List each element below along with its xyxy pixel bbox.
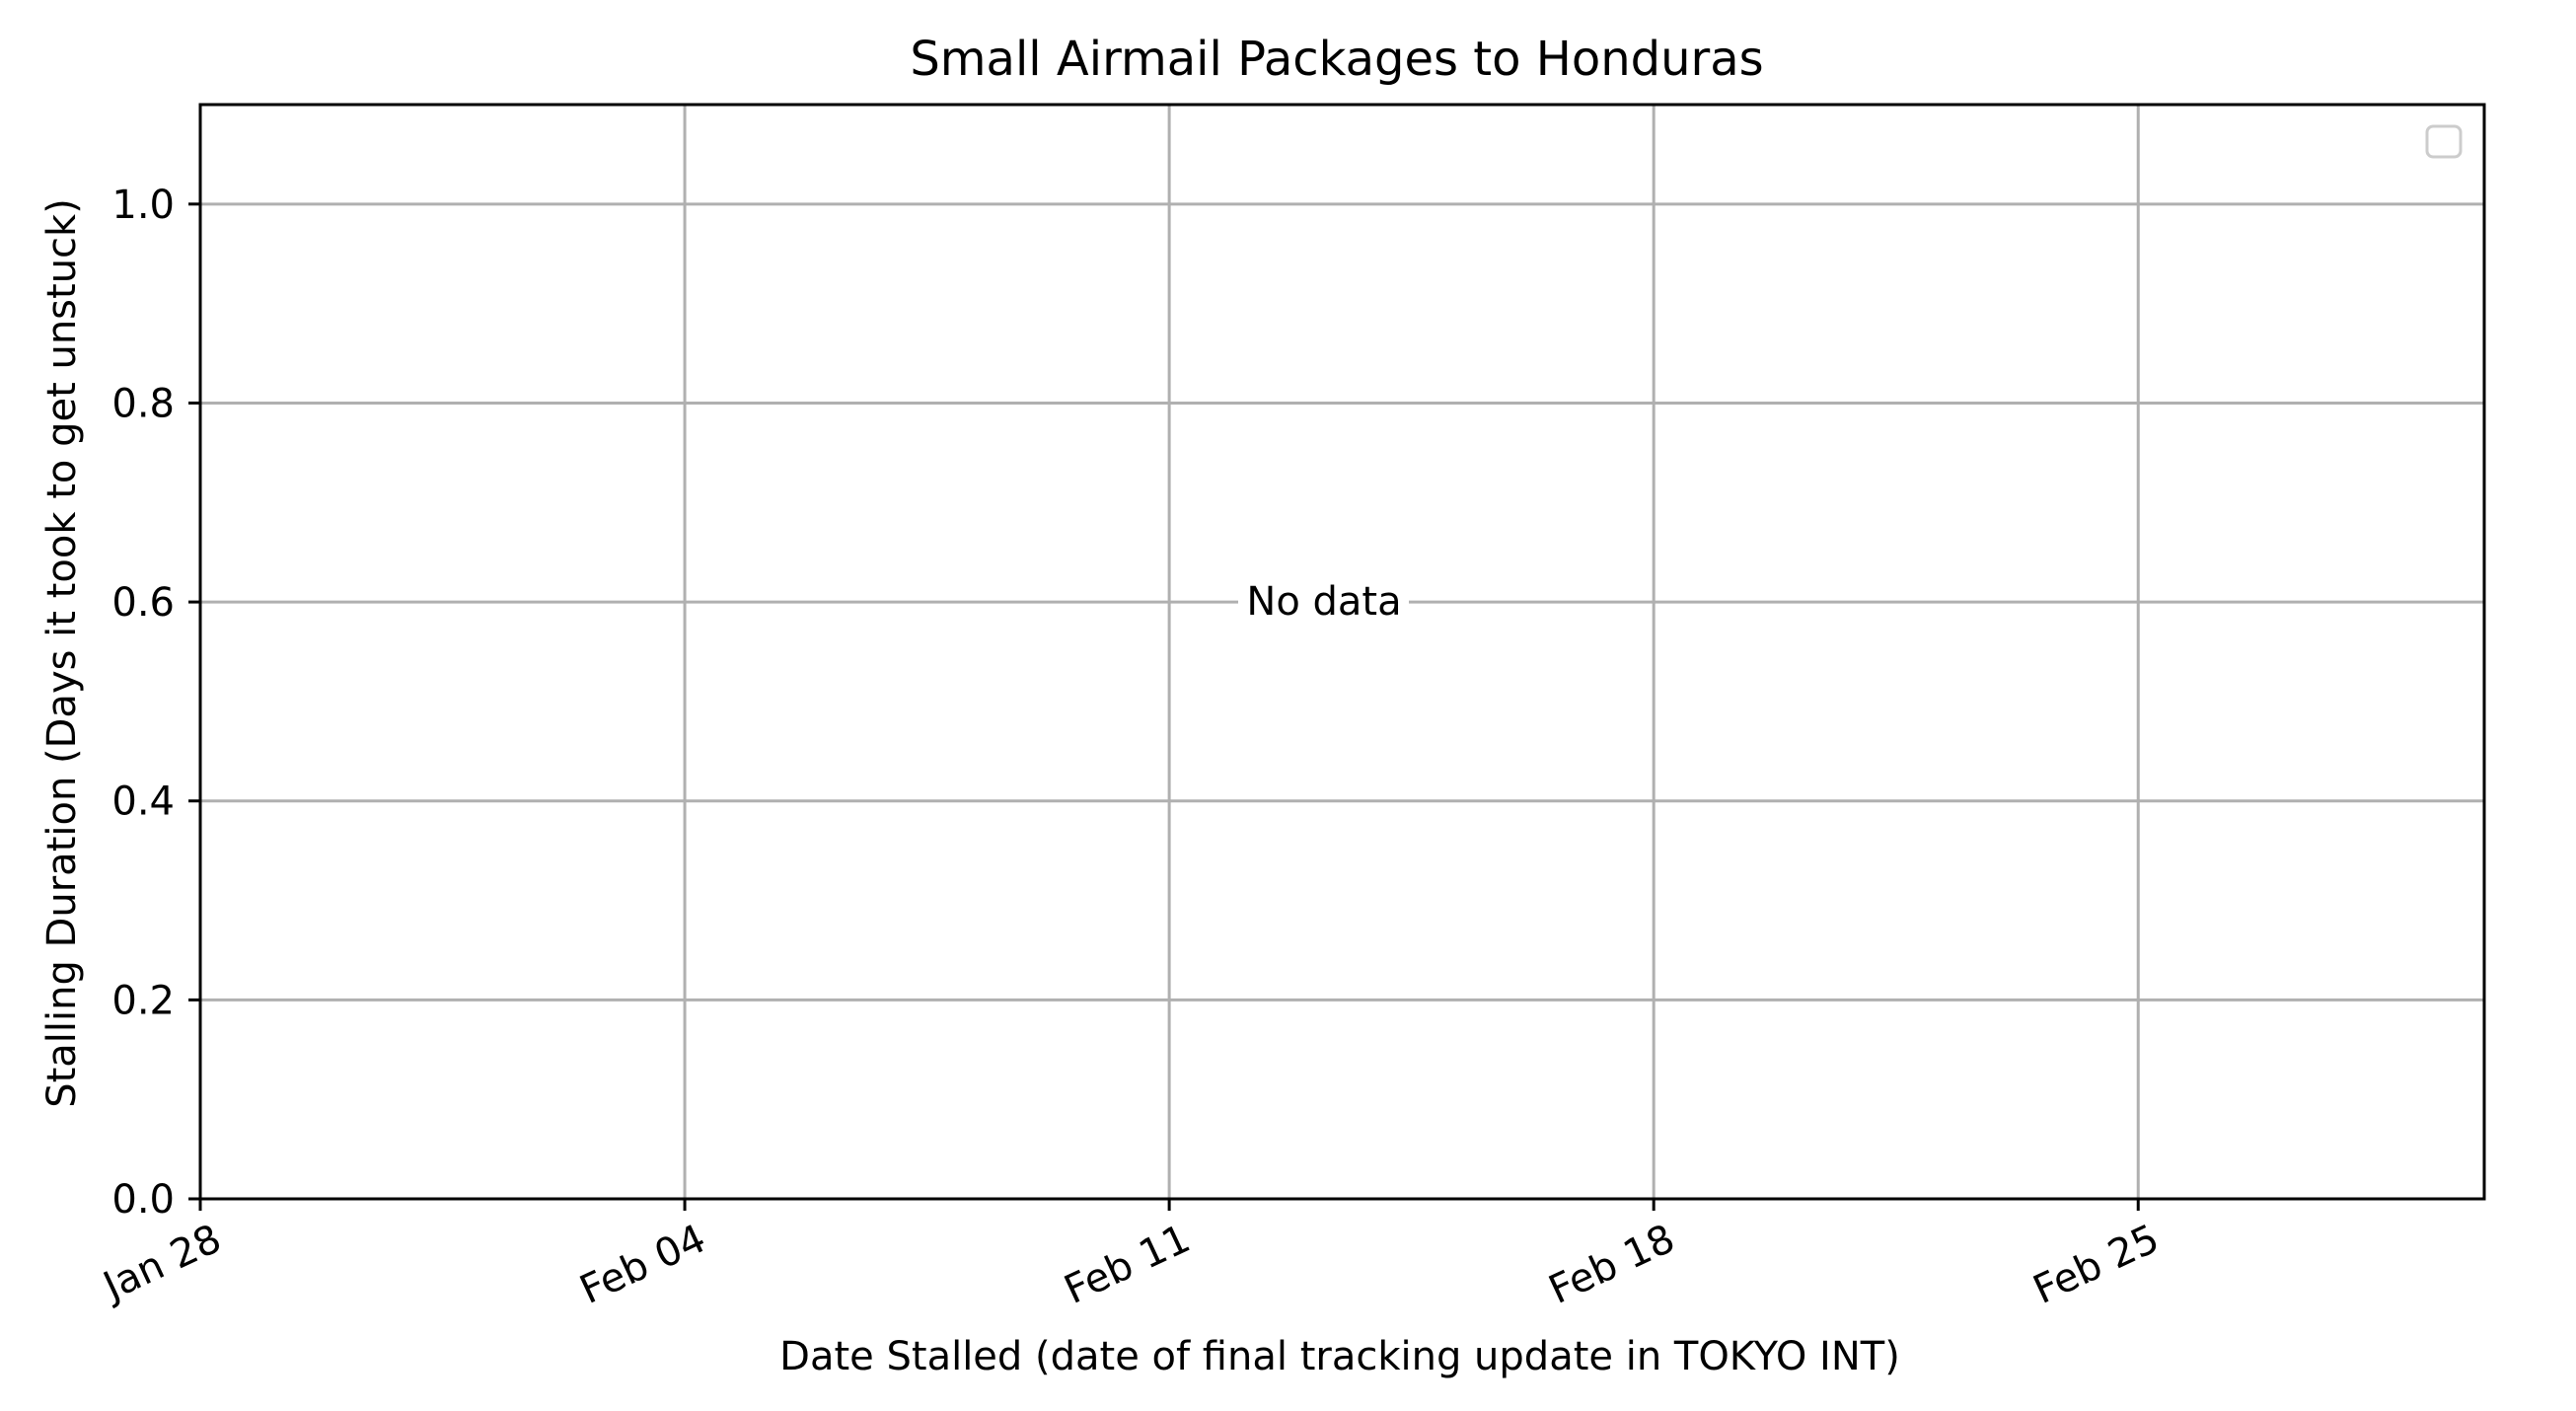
grid [198, 105, 2484, 1201]
legend-box [2425, 124, 2463, 159]
chart-title: Small Airmail Packages to Honduras [910, 32, 1763, 87]
no-data-label-background [1238, 575, 1409, 627]
y-tick-label: 0.2 [111, 978, 175, 1023]
plot-area-frame [198, 103, 2486, 1201]
y-axis: 0.0 0.2 0.4 0.6 0.8 1.0 [111, 183, 200, 1223]
y-tick-label: 0.6 [111, 580, 175, 626]
no-data-annotation: No data [1246, 579, 1401, 625]
y-tick-label: 0.8 [111, 381, 175, 426]
x-axis-label: Date Stalled (date of final tracking upd… [779, 1334, 1900, 1379]
y-tick-label: 1.0 [111, 183, 175, 228]
y-tick-label: 0.0 [111, 1177, 175, 1223]
y-tick-label: 0.4 [111, 780, 175, 825]
y-axis-label: Stalling Duration (Days it took to get u… [39, 198, 85, 1108]
